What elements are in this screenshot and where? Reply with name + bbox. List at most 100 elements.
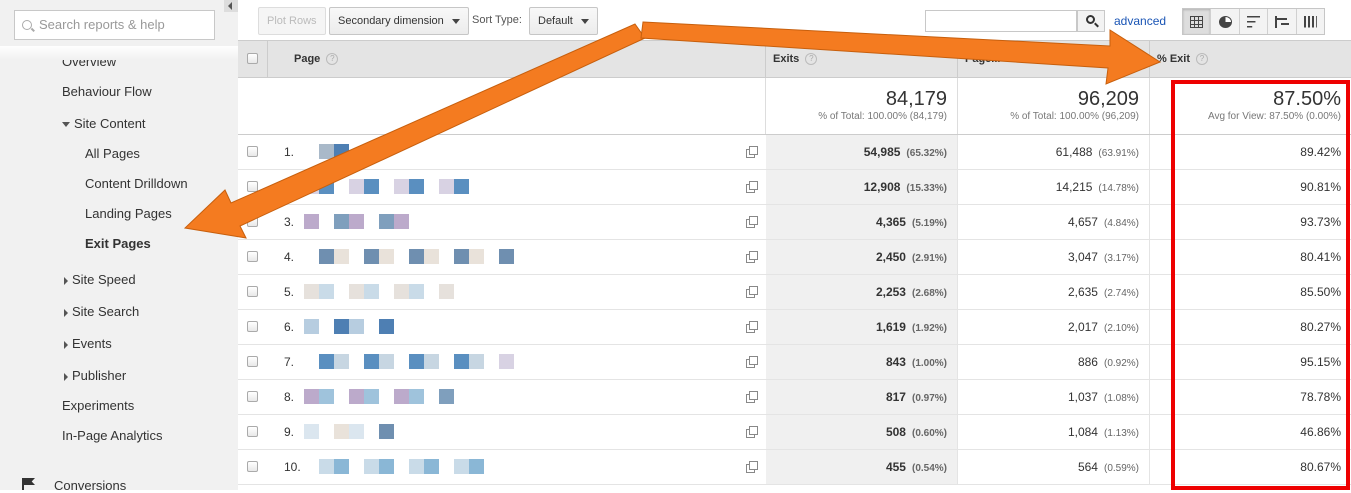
nav-all-pages[interactable]: All Pages — [85, 146, 140, 161]
row-number: 7. — [284, 355, 295, 369]
help-icon[interactable]: ? — [326, 53, 339, 66]
sort-type-dropdown[interactable]: Default — [529, 7, 598, 35]
pageviews-cell: 2,635 (2.74%) — [958, 275, 1150, 309]
pageviews-cell: 3,047 (3.17%) — [958, 240, 1150, 274]
view-term-cloud[interactable] — [1297, 9, 1324, 34]
plot-rows-button[interactable]: Plot Rows — [258, 7, 326, 35]
nav-behaviour-flow[interactable]: Behaviour Flow — [62, 84, 152, 99]
search-icon — [22, 20, 32, 30]
exits-cell: 12,908 (15.33%) — [766, 170, 958, 204]
open-external-icon[interactable] — [746, 391, 758, 403]
nav-landing-pages[interactable]: Landing Pages — [85, 206, 172, 221]
search-reports-input[interactable]: Search reports & help — [14, 10, 215, 40]
col-exits-header[interactable]: Exits? — [766, 41, 958, 78]
nav-content-drilldown[interactable]: Content Drilldown — [85, 176, 188, 191]
table-search-button[interactable] — [1077, 10, 1105, 32]
table-search-input[interactable] — [925, 10, 1077, 32]
row-checkbox[interactable] — [247, 251, 258, 262]
nav-conversions[interactable]: Conversions — [54, 478, 127, 493]
open-external-icon[interactable] — [746, 321, 758, 333]
pageviews-cell: 61,488 (63.91%) — [958, 135, 1150, 169]
exits-cell: 2,450 (2.91%) — [766, 240, 958, 274]
view-data-table[interactable] — [1183, 9, 1212, 34]
caret-right-icon — [64, 340, 68, 349]
row-number: 6. — [284, 320, 295, 334]
exits-cell: 817 (0.97%) — [766, 380, 958, 414]
nav-experiments[interactable]: Experiments — [62, 398, 135, 413]
view-comparison[interactable] — [1268, 9, 1297, 34]
open-external-icon[interactable] — [746, 426, 758, 438]
open-external-icon[interactable] — [746, 146, 758, 158]
pct-exit-cell: 80.41% — [1300, 250, 1341, 264]
row-checkbox[interactable] — [247, 426, 258, 437]
row-checkbox[interactable] — [247, 321, 258, 332]
chevron-down-icon — [580, 18, 589, 24]
help-icon[interactable]: ? — [1196, 53, 1209, 66]
collapse-sidebar-button[interactable] — [224, 0, 238, 12]
secondary-dimension-dropdown[interactable]: Secondary dimension — [329, 7, 469, 35]
pct-exit-cell: 85.50% — [1300, 285, 1341, 299]
pct-exit-cell: 46.86% — [1300, 425, 1341, 439]
sort-type-label: Sort Type: — [472, 14, 522, 26]
row-checkbox[interactable] — [247, 461, 258, 472]
nav-publisher[interactable]: Publisher — [64, 368, 126, 383]
view-percentage[interactable] — [1211, 9, 1240, 34]
row-number: 10. — [284, 460, 301, 474]
total-pageviews: 96,209 % of Total: 100.00% (96,209) — [958, 78, 1150, 134]
total-exits: 84,179 % of Total: 100.00% (84,179) — [766, 78, 958, 134]
table-row: 9. 508 (0.60%) 1,084 (1.13%) 46.86% — [238, 415, 1351, 450]
nav-site-speed[interactable]: Site Speed — [64, 272, 136, 287]
comparison-icon — [1275, 15, 1290, 28]
open-external-icon[interactable] — [746, 286, 758, 298]
arrow-to-pct-exit — [640, 21, 1162, 85]
help-icon[interactable]: ? — [805, 53, 818, 66]
sidebar: Search reports & help Overview Behaviour… — [0, 0, 238, 493]
pct-exit-cell: 89.42% — [1300, 145, 1341, 159]
row-checkbox[interactable] — [247, 286, 258, 297]
caret-right-icon — [64, 276, 68, 285]
search-icon — [1086, 15, 1095, 24]
row-checkbox[interactable] — [247, 181, 258, 192]
open-external-icon[interactable] — [746, 461, 758, 473]
pct-exit-cell: 80.27% — [1300, 320, 1341, 334]
table-row: 5. 2,253 (2.68%) 2,635 (2.74%) 85.50% — [238, 275, 1351, 310]
open-external-icon[interactable] — [746, 216, 758, 228]
pivot-icon — [1303, 15, 1317, 28]
exits-cell: 2,253 (2.68%) — [766, 275, 958, 309]
table-grid-icon — [1190, 15, 1204, 28]
pct-exit-cell: 78.78% — [1300, 390, 1341, 404]
table-row: 4. 2,450 (2.91%) 3,047 (3.17%) 80.41% — [238, 240, 1351, 275]
advanced-filter-link[interactable]: advanced — [1114, 14, 1167, 28]
select-all-checkbox[interactable] — [247, 53, 258, 64]
nav-site-search[interactable]: Site Search — [64, 304, 139, 319]
row-number: 4. — [284, 250, 295, 264]
nav-site-content[interactable]: Site Content — [62, 116, 146, 131]
pageviews-cell: 564 (0.59%) — [958, 450, 1150, 484]
col-page-header[interactable]: Page? — [268, 41, 766, 78]
pct-exit-cell: 93.73% — [1300, 215, 1341, 229]
row-checkbox[interactable] — [247, 146, 258, 157]
nav-events[interactable]: Events — [64, 336, 112, 351]
col-pct-exit-header[interactable]: % Exit? — [1150, 41, 1351, 78]
pageviews-cell: 2,017 (2.10%) — [958, 310, 1150, 344]
pct-exit-cell: 90.81% — [1300, 180, 1341, 194]
open-external-icon[interactable] — [746, 356, 758, 368]
open-external-icon[interactable] — [746, 251, 758, 263]
table-row: 8. 817 (0.97%) 1,037 (1.08%) 78.78% — [238, 380, 1351, 415]
row-checkbox[interactable] — [247, 391, 258, 402]
arrow-to-exit-pages — [183, 23, 646, 239]
exits-cell: 1,619 (1.92%) — [766, 310, 958, 344]
nav-in-page-analytics[interactable]: In-Page Analytics — [62, 428, 163, 443]
open-external-icon[interactable] — [746, 181, 758, 193]
exits-cell: 54,985 (65.32%) — [766, 135, 958, 169]
exits-cell: 455 (0.54%) — [766, 450, 958, 484]
view-performance[interactable] — [1240, 9, 1269, 34]
nav-exit-pages[interactable]: Exit Pages — [85, 236, 151, 251]
pageviews-cell: 14,215 (14.78%) — [958, 170, 1150, 204]
caret-right-icon — [64, 372, 68, 381]
pageviews-cell: 1,037 (1.08%) — [958, 380, 1150, 414]
row-checkbox[interactable] — [247, 356, 258, 367]
exits-cell: 508 (0.60%) — [766, 415, 958, 449]
total-pct-exit: 87.50% Avg for View: 87.50% (0.00%) — [1207, 88, 1341, 122]
chevron-down-icon — [451, 18, 460, 24]
